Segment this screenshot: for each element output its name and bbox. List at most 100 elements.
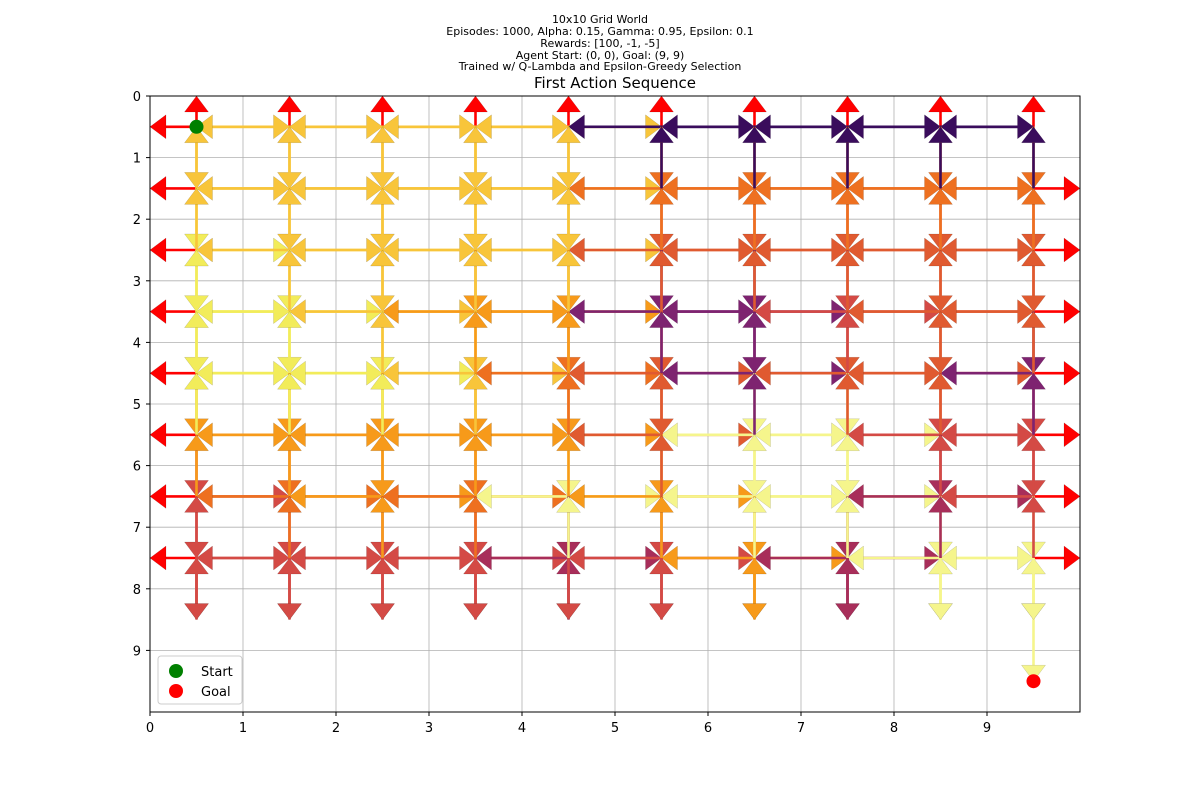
arrow-head: [556, 434, 581, 451]
y-tick-label: 1: [133, 152, 141, 167]
arrow-head: [370, 188, 395, 205]
legend-goal-marker: [169, 684, 183, 698]
quiver-arrow: [370, 249, 395, 312]
quiver-arrow: [277, 496, 302, 558]
arrow-head: [847, 175, 864, 201]
arrow-head: [754, 114, 771, 140]
quiver-arrow: [928, 434, 953, 497]
arrow-head: [475, 545, 492, 571]
arrow-head: [649, 603, 674, 620]
y-tick-label: 7: [133, 521, 141, 536]
arrow-head: [568, 237, 585, 263]
quiver-arrow: [661, 360, 755, 386]
arrow-head: [556, 311, 581, 328]
arrow-head: [184, 496, 209, 513]
quiver-arrow: [754, 299, 848, 325]
arrow-head: [742, 311, 767, 328]
quiver-arrow: [754, 422, 848, 448]
arrow-head: [463, 249, 488, 267]
arrow-head: [940, 237, 957, 263]
quiver-arrow: [928, 188, 953, 250]
arrow-head: [835, 126, 860, 144]
quiver-arrow: [568, 360, 662, 386]
arrow-head: [649, 126, 674, 144]
quiver-arrow: [277, 249, 302, 312]
arrow-head: [742, 372, 767, 390]
arrow-head: [649, 496, 674, 513]
arrow-head: [277, 603, 302, 620]
quiver-arrow: [184, 434, 209, 497]
quiver-arrow: [370, 311, 395, 374]
arrow-head: [754, 237, 771, 263]
arrow-head: [568, 483, 585, 509]
arrow-head: [382, 545, 399, 571]
arrow-head: [928, 603, 953, 620]
arrow-head: [1021, 188, 1046, 205]
arrow-head: [149, 422, 167, 448]
y-axis-ticks: 0 1 2 3 4 5 6 7 8 9: [133, 90, 150, 659]
arrow-head: [556, 188, 581, 205]
quiver-arrow: [196, 175, 290, 201]
arrow-head: [184, 249, 209, 267]
arrow-head: [556, 496, 581, 513]
quiver-arrow: [742, 558, 767, 620]
quiver-arrow: [277, 188, 302, 250]
quiver-arrow: [370, 188, 395, 250]
arrow-head: [940, 114, 957, 140]
arrow-head: [835, 188, 860, 205]
quiver-arrow: [649, 496, 674, 558]
quiver-arrow: [649, 311, 674, 374]
quiver-arrow: [475, 360, 569, 386]
quiver-arrow: [556, 496, 581, 558]
arrow-head: [370, 249, 395, 267]
quiver-arrow: [382, 237, 476, 263]
quiver-arrow: [382, 175, 476, 201]
arrow-head: [1021, 434, 1046, 451]
suptitle-line: Episodes: 1000, Alpha: 0.15, Gamma: 0.95…: [446, 25, 753, 38]
arrow-head: [475, 483, 492, 509]
suptitle-line: Trained w/ Q-Lambda and Epsilon-Greedy S…: [458, 60, 742, 73]
suptitle-line: Rewards: [100, -1, -5]: [540, 37, 659, 50]
quiver-arrow: [742, 126, 767, 189]
quiver-arrow: [556, 434, 581, 497]
arrow-head: [835, 372, 860, 390]
arrow-head: [475, 422, 492, 448]
quiver-arrow: [835, 496, 860, 558]
quiver-arrow: [463, 249, 488, 312]
quiver-arrow: [196, 483, 290, 509]
arrow-head: [556, 249, 581, 267]
quiver-arrow: [289, 299, 383, 325]
quiver-arrow: [196, 545, 290, 571]
arrow-head: [382, 175, 399, 201]
quiver-arrow: [754, 237, 848, 263]
arrow-head: [382, 422, 399, 448]
quiver-arrow: [196, 299, 290, 325]
quiver-arrow: [835, 434, 860, 497]
arrow-head: [835, 496, 860, 513]
quiver-arrow: [475, 114, 569, 140]
quiver-arrow: [940, 483, 1034, 509]
figure-suptitle: 10x10 Grid World Episodes: 1000, Alpha: …: [446, 13, 753, 73]
arrow-head: [475, 114, 492, 140]
quiver-arrow: [568, 483, 662, 509]
quiver-arrow: [370, 372, 395, 435]
x-tick-label: 5: [611, 721, 619, 736]
y-tick-label: 0: [133, 90, 141, 105]
arrow-head: [1021, 603, 1046, 620]
arrow-head: [940, 299, 957, 325]
x-tick-label: 9: [983, 721, 991, 736]
arrow-head: [742, 126, 767, 144]
arrow-head: [463, 95, 488, 113]
quiver-arrows: [149, 95, 1081, 682]
arrow-head: [149, 175, 167, 201]
arrow-head: [847, 422, 864, 448]
quiver-arrow: [149, 299, 197, 325]
quiver-arrow: [196, 360, 290, 386]
grid-lines: [150, 96, 1080, 712]
quiver-arrow: [568, 545, 662, 571]
start-marker: [189, 119, 204, 134]
arrow-head: [556, 603, 581, 620]
quiver-arrow: [847, 299, 941, 325]
arrow-head: [1063, 422, 1081, 448]
arrow-head: [928, 311, 953, 328]
